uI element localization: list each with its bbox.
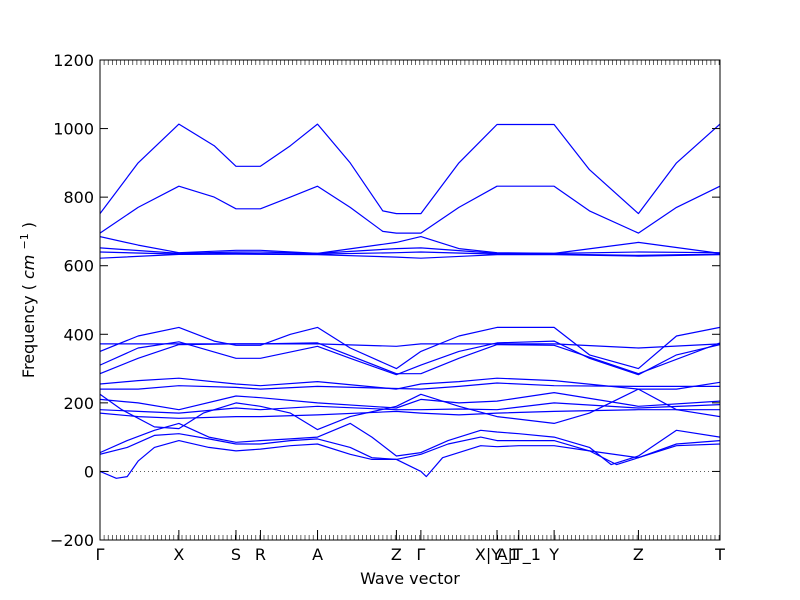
band-line-10 <box>100 342 720 375</box>
y-axis-label-paren-open: ( <box>19 284 38 290</box>
y-tick-label: 1000 <box>53 120 94 139</box>
y-axis-label-unit: cm <box>19 255 38 279</box>
y-axis-label-paren-close: ) <box>19 222 38 228</box>
y-tick-label: 600 <box>63 257 94 276</box>
x-tick-label: X|Y_1 <box>475 545 519 565</box>
band-line-16 <box>100 409 720 419</box>
x-axis-label: Wave vector <box>360 569 460 588</box>
band-line-19 <box>100 440 720 479</box>
band-line-2 <box>100 185 720 234</box>
x-tick-label: R <box>255 545 266 564</box>
band-line-8 <box>100 326 720 370</box>
series-layer <box>100 123 720 479</box>
x-tick-label: S <box>231 545 241 564</box>
plot-frame <box>99 59 721 541</box>
x-tick-label: A <box>312 545 323 564</box>
band-line-14 <box>100 392 720 411</box>
y-tick-label: 800 <box>63 188 94 207</box>
x-tick-label: Z <box>633 545 644 564</box>
x-tick-label: T <box>714 545 725 564</box>
band-line-17 <box>100 422 720 466</box>
x-tick-label: Γ <box>416 545 425 564</box>
band-line-13 <box>100 388 720 431</box>
x-tick-label: Y <box>548 545 559 564</box>
y-tick-label: 200 <box>63 394 94 413</box>
band-line-9 <box>100 340 720 376</box>
y-tick-label: 0 <box>84 462 94 481</box>
band-line-6 <box>100 253 720 259</box>
y-tick-label: 1200 <box>53 51 94 70</box>
y-axis-label-unit-exponent: −1 <box>18 233 31 249</box>
y-tick-label: 400 <box>63 325 94 344</box>
band-line-15 <box>100 402 720 414</box>
y-axis-label-text: Frequency <box>19 295 38 378</box>
x-tick-label: X <box>173 545 184 564</box>
x-tick-label: Γ <box>96 545 105 564</box>
band-line-4 <box>100 247 720 254</box>
x-tick-label: A|T_1 <box>497 545 541 565</box>
band-line-11 <box>100 377 720 390</box>
band-line-3 <box>100 236 720 254</box>
x-tick-label: Z <box>391 545 402 564</box>
y-axis-label: Frequency ( cm −1 ) <box>13 222 38 378</box>
band-line-12 <box>100 382 720 390</box>
band-line-1 <box>100 123 720 215</box>
y-tick-label: −200 <box>50 531 94 550</box>
